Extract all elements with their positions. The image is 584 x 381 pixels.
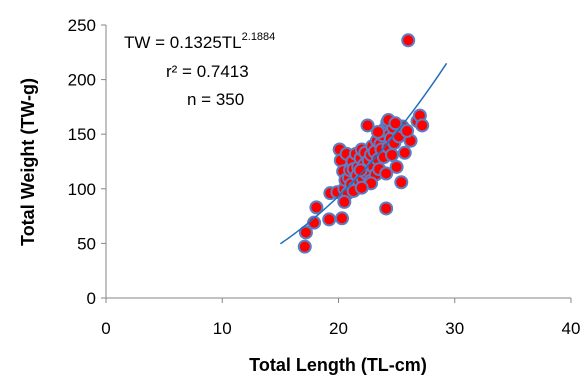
data-point — [337, 194, 352, 209]
x-axis-title: Total Length (TL-cm) — [249, 355, 427, 375]
y-tick-label: 250 — [68, 16, 96, 35]
y-tick-label: 150 — [68, 125, 96, 144]
data-point — [388, 116, 403, 131]
data-point — [394, 175, 409, 190]
data-point — [353, 163, 368, 178]
data-point — [298, 225, 313, 240]
data-point — [379, 201, 394, 216]
x-tick-label: 10 — [213, 319, 232, 338]
equation-text: TW = 0.1325TL2.1884 — [124, 31, 275, 52]
trendline — [279, 62, 448, 245]
x-tick-label: 30 — [445, 319, 464, 338]
data-point — [384, 147, 399, 162]
data-point — [371, 125, 386, 140]
data-point — [400, 123, 415, 138]
equation-exponent: 2.1884 — [242, 31, 276, 43]
equation-base: TW = 0.1325TL — [124, 33, 242, 52]
data-point — [360, 118, 375, 133]
data-point — [401, 33, 416, 48]
data-point — [322, 212, 337, 227]
data-point — [354, 180, 369, 195]
plot-area — [279, 33, 448, 254]
data-point — [415, 118, 430, 133]
equation-annotation: TW = 0.1325TL2.1884 r² = 0.7413 n = 350 — [124, 31, 275, 109]
y-tick-label: 50 — [77, 234, 96, 253]
data-point — [297, 239, 312, 254]
x-tick-label: 20 — [329, 319, 348, 338]
y-tick-label: 100 — [68, 180, 96, 199]
y-axis-title: Total Weight (TW-g) — [18, 78, 38, 246]
y-tick-label: 200 — [68, 71, 96, 90]
x-tick-label: 0 — [101, 319, 110, 338]
y-tick-label: 0 — [87, 289, 96, 308]
r-squared-text: r² = 0.7413 — [166, 62, 249, 81]
data-point — [389, 159, 404, 174]
data-point — [379, 166, 394, 181]
data-point — [334, 211, 349, 226]
sample-size-text: n = 350 — [187, 90, 244, 109]
x-tick-label: 40 — [562, 319, 581, 338]
data-point — [397, 145, 412, 160]
data-point — [309, 200, 324, 215]
